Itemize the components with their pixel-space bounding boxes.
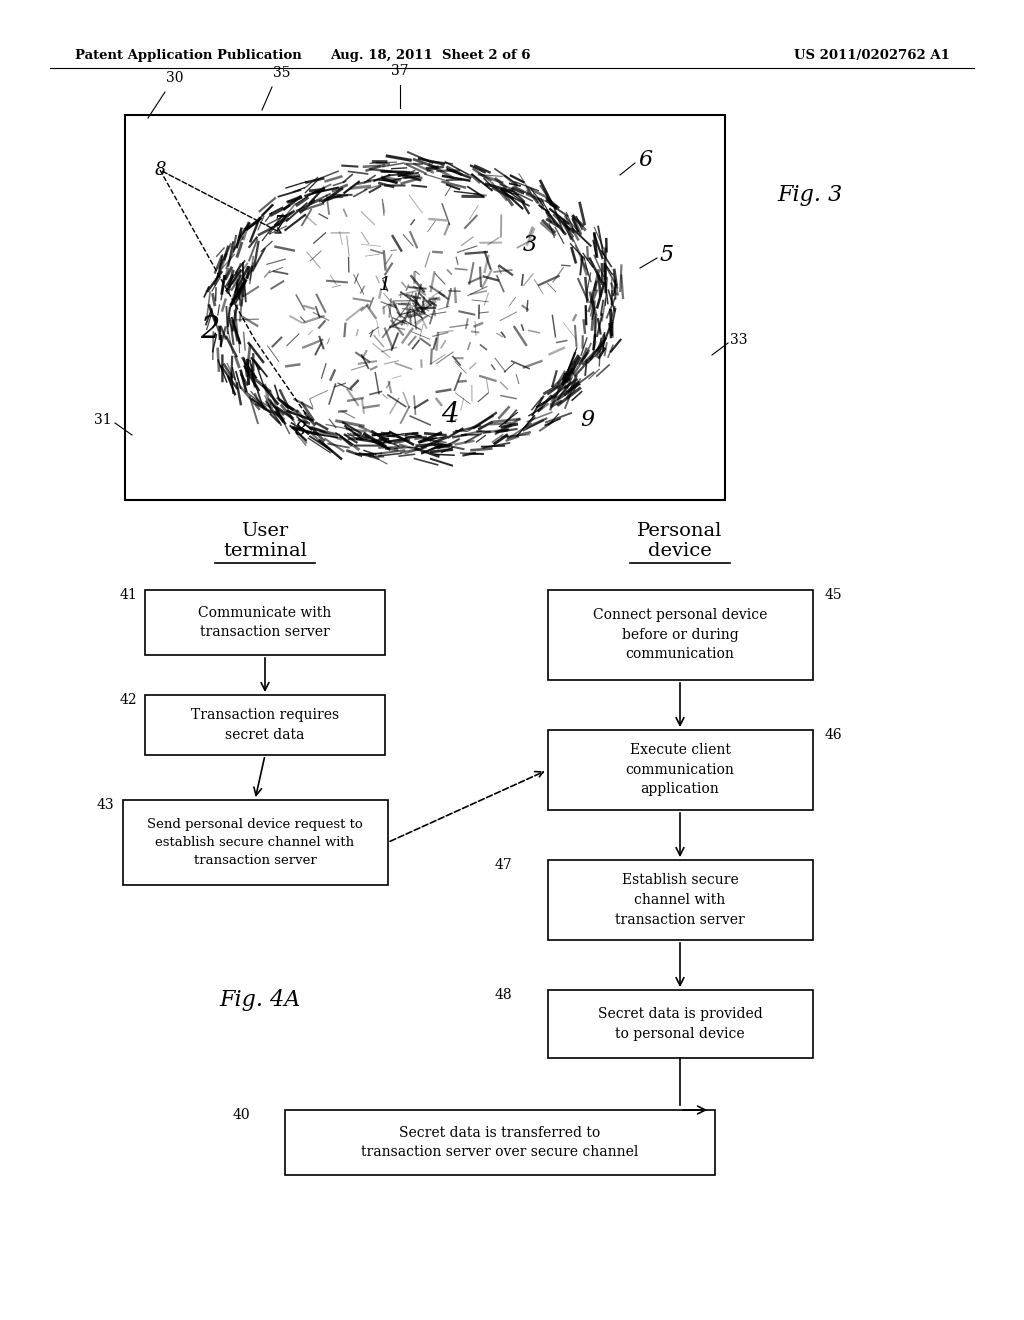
Text: 30: 30 (166, 71, 183, 84)
Bar (548, 861, 812, 940)
Text: 41: 41 (119, 587, 137, 602)
Text: 31: 31 (94, 413, 112, 426)
Text: device: device (648, 543, 712, 560)
Text: Fig. 4A: Fig. 4A (219, 989, 301, 1011)
Text: Establish secure
channel with
transaction server: Establish secure channel with transactio… (615, 874, 744, 927)
Text: Fig. 3: Fig. 3 (777, 183, 843, 206)
Text: 46: 46 (824, 729, 842, 742)
Text: 43: 43 (97, 799, 115, 812)
Text: US 2011/0202762 A1: US 2011/0202762 A1 (795, 49, 950, 62)
Text: 6: 6 (638, 149, 652, 172)
Bar (548, 590, 812, 680)
Text: 8: 8 (294, 421, 306, 440)
Text: 37: 37 (391, 63, 409, 78)
Text: 47: 47 (495, 858, 512, 873)
Text: 33: 33 (730, 333, 748, 347)
Text: Secret data is provided
to personal device: Secret data is provided to personal devi… (598, 1007, 763, 1040)
Bar (145, 590, 385, 655)
Text: terminal: terminal (223, 543, 307, 560)
Text: 3: 3 (523, 234, 537, 256)
Text: Connect personal device
before or during
communication: Connect personal device before or during… (593, 609, 767, 661)
Text: Transaction requires
secret data: Transaction requires secret data (190, 709, 339, 742)
Text: 7: 7 (273, 215, 287, 235)
Text: 8: 8 (155, 161, 166, 180)
Bar (548, 990, 812, 1059)
Text: 9: 9 (580, 409, 594, 432)
Text: 35: 35 (273, 66, 291, 81)
Bar (123, 800, 387, 884)
Text: 1: 1 (379, 276, 391, 294)
Bar (125, 115, 725, 500)
Text: 42: 42 (120, 693, 137, 708)
Text: Execute client
communication
application: Execute client communication application (626, 743, 734, 796)
Text: 4: 4 (441, 401, 459, 429)
Text: 5: 5 (660, 244, 674, 267)
Bar (548, 730, 812, 810)
Bar (145, 696, 385, 755)
Text: Send personal device request to
establish secure channel with
transaction server: Send personal device request to establis… (147, 818, 362, 867)
Text: 48: 48 (495, 987, 512, 1002)
Text: Patent Application Publication: Patent Application Publication (75, 49, 302, 62)
Text: 2: 2 (201, 314, 220, 346)
Bar (285, 1110, 715, 1175)
Text: Aug. 18, 2011  Sheet 2 of 6: Aug. 18, 2011 Sheet 2 of 6 (330, 49, 530, 62)
Text: Communicate with
transaction server: Communicate with transaction server (199, 606, 332, 639)
Text: 40: 40 (232, 1107, 250, 1122)
Text: User: User (242, 521, 289, 540)
Text: Personal: Personal (637, 521, 723, 540)
Text: Secret data is transferred to
transaction server over secure channel: Secret data is transferred to transactio… (361, 1126, 639, 1159)
Text: 45: 45 (824, 587, 842, 602)
